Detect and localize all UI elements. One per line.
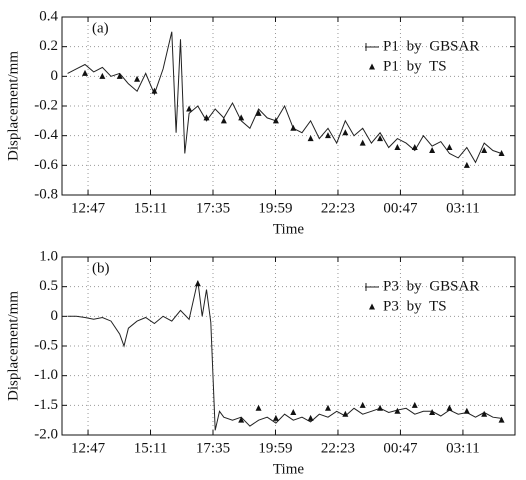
x-tick-label: 19:59 [258, 200, 292, 216]
panel-label: (b) [92, 260, 110, 276]
y-axis-label: Displacement/mm [5, 291, 21, 401]
y-axis-label: Displacement/mm [5, 51, 21, 161]
data-point [359, 401, 366, 408]
x-tick-label: 15:11 [134, 200, 168, 216]
x-tick-label: 22:23 [321, 200, 355, 216]
data-point [134, 75, 141, 82]
x-tick-label: 12:47 [71, 440, 106, 456]
x-tick-label: 19:59 [258, 440, 292, 456]
x-tick-label: 12:47 [71, 200, 106, 216]
panel-label: (a) [92, 20, 109, 36]
y-tick-label: -0.6 [34, 157, 58, 173]
data-point [429, 147, 436, 153]
x-axis-label: Time [273, 461, 304, 477]
data-line [67, 280, 502, 431]
data-point [377, 404, 384, 411]
data-point [324, 132, 331, 139]
plot-frame [61, 256, 516, 436]
y-tick-label: -0.2 [34, 97, 58, 113]
data-point [186, 105, 193, 112]
data-point [359, 139, 366, 146]
y-tick-label: -0.5 [34, 337, 58, 353]
x-tick-label: 15:11 [134, 440, 168, 456]
x-tick-label: 03:11 [446, 200, 480, 216]
data-point [429, 408, 436, 415]
data-point [324, 404, 331, 411]
data-point [272, 117, 279, 124]
y-tick-label: 0.4 [39, 8, 58, 24]
data-point [342, 410, 349, 417]
data-point [99, 72, 106, 79]
y-tick-label: -2.0 [34, 426, 58, 442]
data-point [151, 87, 158, 94]
data-point [342, 129, 349, 136]
legend-label: P1 by GBSAR [383, 38, 479, 54]
y-tick-label: 0.2 [39, 38, 58, 54]
y-tick-label: -0.4 [34, 127, 58, 143]
y-tick-label: 0.5 [39, 278, 58, 294]
x-tick-label: 22:23 [321, 440, 355, 456]
chart: -2.0 -1.5 -1.0 -0.5 0 0.5 1.0 12:47 15:11 17:35 19… [5, 248, 516, 477]
data-point [498, 416, 505, 423]
data-point [394, 144, 401, 151]
x-tick-label: 17:35 [196, 200, 230, 216]
chart: -0.8 -0.6 -0.4 -0.2 0 0.2 0.4 12:47 15:11 17:35 19… [5, 8, 516, 237]
data-point [481, 147, 488, 153]
data-point [238, 114, 245, 121]
x-tick-label: 00:47 [383, 200, 418, 216]
y-tick-label: 0 [51, 308, 59, 324]
data-point [307, 135, 314, 142]
legend-marker [369, 63, 375, 70]
legend-marker [369, 303, 375, 310]
data-point [238, 416, 245, 423]
y-tick-label: -1.0 [34, 367, 58, 383]
data-point [463, 161, 470, 168]
data-point [290, 124, 297, 131]
data-point [116, 72, 123, 79]
data-point [290, 408, 297, 415]
data-point [411, 401, 418, 408]
data-point [307, 414, 314, 421]
y-tick-label: 1.0 [39, 248, 58, 264]
x-tick-label: 00:47 [383, 440, 418, 456]
data-point [255, 109, 262, 116]
data-point [481, 410, 488, 417]
x-tick-label: 17:35 [196, 440, 230, 456]
data-point [498, 149, 505, 156]
data-point [194, 280, 201, 287]
x-tick-label: 03:11 [446, 440, 480, 456]
data-point [446, 404, 453, 411]
y-tick-label: -1.5 [34, 397, 58, 413]
y-tick-label: 0 [51, 68, 59, 84]
data-point [411, 144, 418, 151]
y-tick-label: -0.8 [34, 186, 58, 202]
legend-label: P3 by GBSAR [383, 278, 479, 294]
data-point [255, 404, 262, 411]
data-point [377, 135, 384, 142]
data-point [220, 117, 227, 124]
data-point [81, 69, 88, 76]
legend-label: P3 by TS [383, 298, 447, 314]
data-point [394, 407, 401, 414]
data-point [272, 414, 279, 421]
plot-frame [61, 16, 516, 196]
data-point [446, 144, 453, 151]
legend-label: P1 by TS [383, 58, 447, 74]
data-point [463, 407, 470, 414]
data-point [203, 114, 210, 121]
x-axis-label: Time [273, 221, 304, 237]
